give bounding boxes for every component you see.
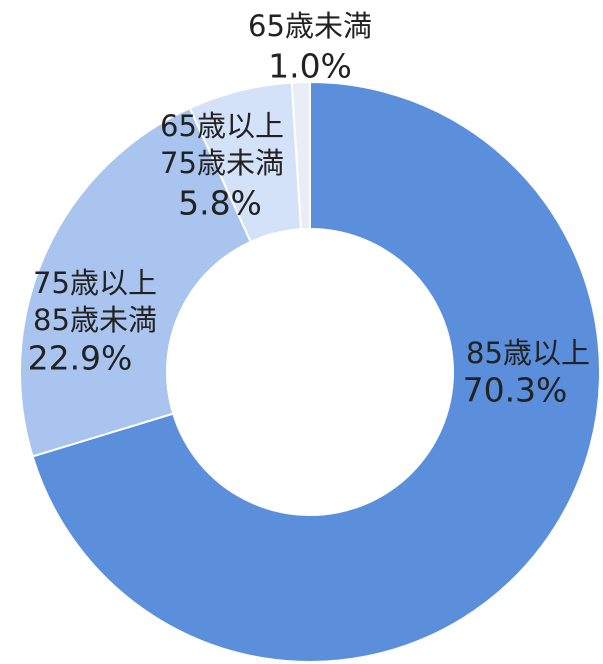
value-label: 5.8% (178, 184, 262, 223)
value-label: 70.3% (463, 371, 568, 410)
slice-label: 85歳以上 (466, 336, 590, 370)
value-label: 1.0% (268, 47, 352, 86)
donut-slice (19, 106, 253, 458)
value-label: 22.9% (28, 339, 133, 378)
slice-label: 65歳未満 (248, 9, 372, 43)
slice-label: 65歳以上 75歳未満 (160, 109, 284, 180)
slice-label: 75歳以上 85歳未満 (33, 266, 157, 337)
donut-slice (31, 80, 601, 663)
donut-slice (290, 80, 311, 231)
